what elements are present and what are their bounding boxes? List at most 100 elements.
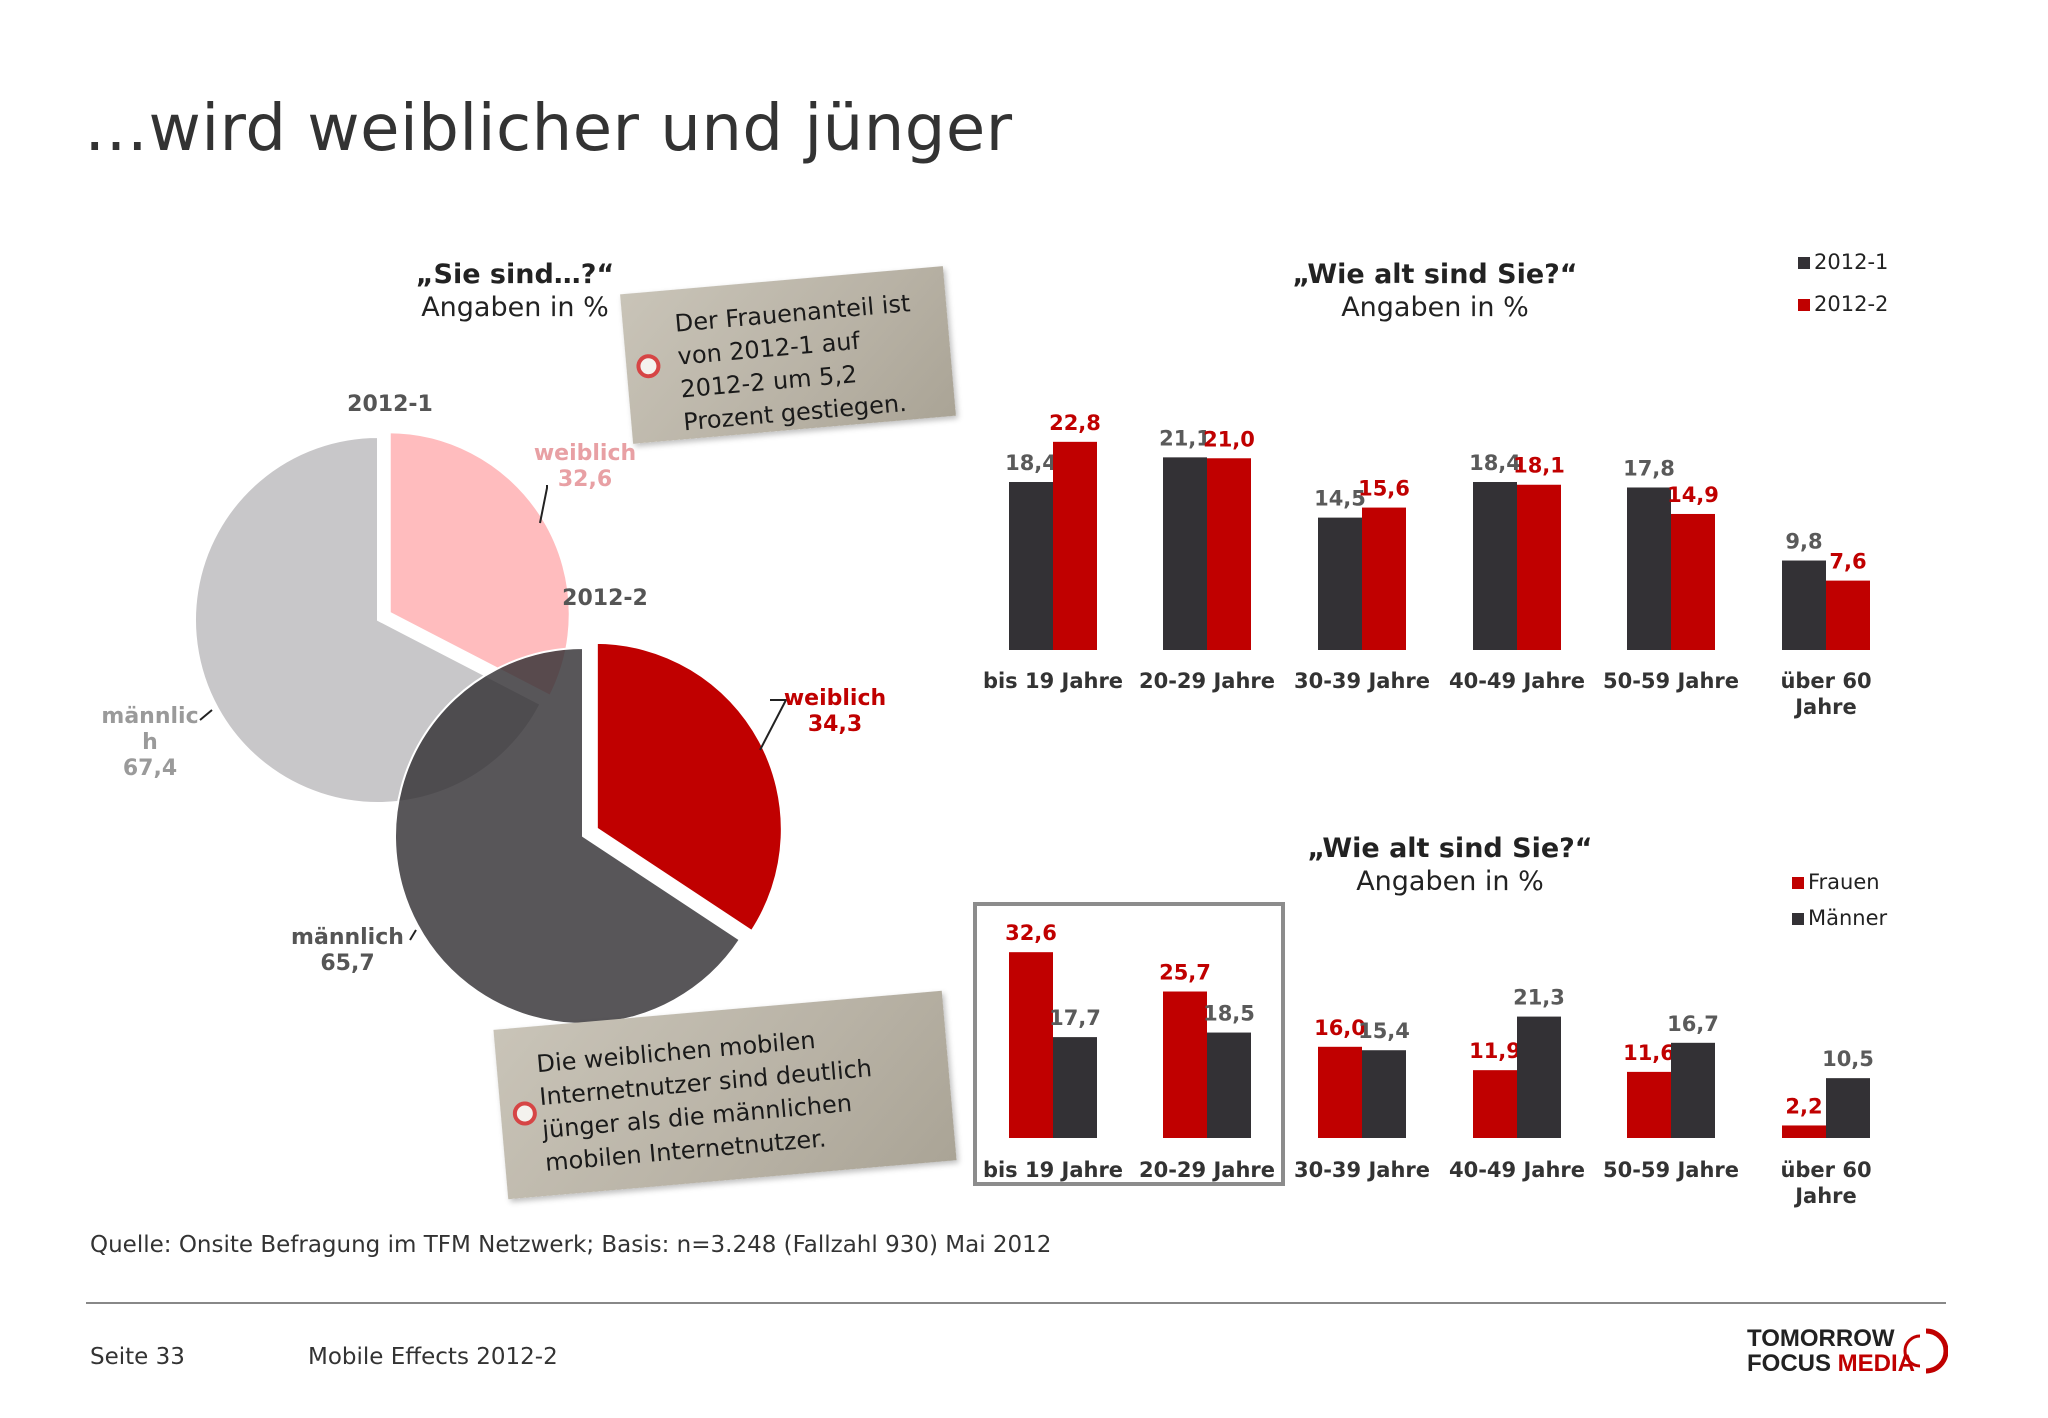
legend-top: 2012-1 2012-2 (1798, 250, 1888, 316)
pie2-male-name: männlich (291, 925, 404, 950)
category-label: bis 19 Jahre (983, 1158, 1123, 1182)
pie2-slice-female (592, 638, 786, 937)
logo-line2-media: MEDIA (1837, 1350, 1916, 1377)
data-label: 10,5 (1822, 1047, 1874, 1071)
bar-2012-2-1 (1207, 458, 1251, 650)
legend-label: 2012-1 (1814, 250, 1889, 274)
pie-chart-subtitle: Angaben in % (421, 292, 609, 323)
category-label: 30-39 Jahre (1294, 1158, 1430, 1182)
pie-leader-line (759, 699, 788, 751)
data-label: 32,6 (1005, 921, 1057, 945)
legend-label: Männer (1808, 906, 1888, 930)
report-name: Mobile Effects 2012-2 (308, 1344, 558, 1370)
logo-line2: FOCUS MEDIA (1747, 1351, 1915, 1376)
bar-chart-bottom-plot: 32,6 17,7 bis 19 Jahre 25,7 18,5 20-29 Jahre 1… (983, 921, 1874, 1208)
category-label: 20-29 Jahre (1139, 669, 1275, 693)
data-label: 11,6 (1623, 1041, 1675, 1065)
bar-chart-bottom-title: „Wie alt sind Sie?“ Angaben in % (1275, 832, 1625, 898)
pie1-female-value: 32,6 (557, 467, 613, 492)
page-number: Seite 33 (90, 1344, 185, 1370)
bar-2012-1-5 (1782, 560, 1826, 650)
pie-chart-title-text: „Sie sind…?“ (415, 259, 615, 290)
data-label: 2,2 (1785, 1094, 1822, 1118)
bar-Männer-4 (1671, 1042, 1715, 1138)
bar-Frauen-4 (1627, 1071, 1671, 1138)
bar-chart-bottom-title-text: „Wie alt sind Sie?“ (1307, 833, 1593, 864)
bar-Frauen-5 (1782, 1125, 1826, 1138)
data-label: 17,7 (1049, 1006, 1101, 1030)
bar-2012-1-3 (1473, 482, 1517, 650)
legend-bottom: Frauen Männer (1792, 870, 1887, 930)
legend-swatch (1798, 299, 1810, 311)
bar-Männer-5 (1826, 1078, 1870, 1138)
bar-Männer-2 (1362, 1050, 1406, 1138)
pie1-male-name: männlic h (101, 704, 199, 755)
bar-chart-top-title-text: „Wie alt sind Sie?“ (1292, 259, 1578, 290)
legend-swatch (1798, 257, 1810, 269)
legend-swatch (1792, 877, 1804, 889)
pie-leader-line (199, 709, 213, 721)
category-label: 20-29 Jahre (1139, 1158, 1275, 1182)
pie2-male-label: männlich 65,7 (280, 925, 415, 977)
legend-swatch (1792, 913, 1804, 925)
category-label: 30-39 Jahre (1294, 669, 1430, 693)
pie1-female-label: weiblich 32,6 (525, 441, 645, 493)
bar-2012-2-3 (1517, 484, 1561, 650)
bar-2012-2-5 (1826, 580, 1870, 650)
legend-label: 2012-2 (1814, 292, 1889, 316)
data-label: 18,4 (1469, 451, 1521, 475)
pie-leader-line (409, 929, 417, 941)
bar-chart-bottom-subtitle: Angaben in % (1356, 866, 1544, 897)
data-label: 17,8 (1623, 456, 1675, 480)
pie2-female-value: 34,3 (807, 712, 863, 737)
pie1-female-name: weiblich (533, 441, 637, 466)
pie1-male-value: 67,4 (122, 756, 178, 781)
data-label: 25,7 (1159, 961, 1211, 985)
bar-chart-top-title: „Wie alt sind Sie?“ Angaben in % (1260, 258, 1610, 324)
legend-label: Frauen (1808, 870, 1880, 894)
legend-item-2012-1: 2012-1 (1798, 250, 1888, 292)
bar-2012-1-4 (1627, 487, 1671, 650)
logo-line1: TOMORROW (1747, 1325, 1895, 1352)
bar-2012-1-0 (1009, 482, 1053, 650)
logo-line2-focus: FOCUS (1747, 1350, 1838, 1377)
category-label: Jahre (1793, 695, 1857, 719)
bar-2012-2-0 (1053, 441, 1097, 650)
page-title: …wird weiblicher und jünger (84, 92, 1013, 166)
bar-Frauen-1 (1163, 991, 1207, 1138)
pie2-slice-male (394, 646, 742, 1025)
data-label: 18,1 (1513, 454, 1565, 478)
bar-2012-2-4 (1671, 513, 1715, 650)
pie-leader-line (539, 485, 548, 524)
data-label: 15,4 (1358, 1019, 1410, 1043)
legend-item-frauen: Frauen (1792, 870, 1887, 906)
pie2-female-name: weiblich (783, 686, 887, 711)
data-label: 21,1 (1159, 426, 1211, 450)
data-label: 7,6 (1829, 550, 1866, 574)
data-label: 21,3 (1513, 986, 1565, 1010)
data-label: 18,5 (1203, 1002, 1255, 1026)
bar-chart-top-plot: 18,4 22,8 bis 19 Jahre 21,121,0 20-29 Jahre 1… (983, 411, 1872, 719)
data-label: 15,6 (1358, 477, 1410, 501)
bar-2012-2-2 (1362, 507, 1406, 650)
data-label: 16,7 (1667, 1012, 1719, 1036)
bar-chart-top-subtitle: Angaben in % (1341, 292, 1529, 323)
pie2-year-label: 2012-2 (562, 586, 648, 611)
bar-Frauen-0 (1009, 952, 1053, 1138)
data-label: 14,5 (1314, 487, 1366, 511)
category-label: 50-59 Jahre (1603, 1158, 1739, 1182)
logo-ring-icon (1903, 1328, 1948, 1374)
pie1-year-label: 2012-1 (347, 392, 433, 417)
category-label: 40-49 Jahre (1449, 1158, 1585, 1182)
logo: TOMORROW FOCUS MEDIA (1747, 1326, 1915, 1376)
data-label: 22,8 (1049, 411, 1101, 435)
data-label: 21,0 (1203, 427, 1255, 451)
data-label: 9,8 (1785, 530, 1822, 554)
source-note: Quelle: Onsite Befragung im TFM Netzwerk… (90, 1232, 1052, 1258)
bar-Männer-0 (1053, 1037, 1097, 1138)
pie2-male-value: 65,7 (320, 951, 375, 976)
category-label: 50-59 Jahre (1603, 669, 1739, 693)
category-label: über 60 (1780, 669, 1871, 693)
